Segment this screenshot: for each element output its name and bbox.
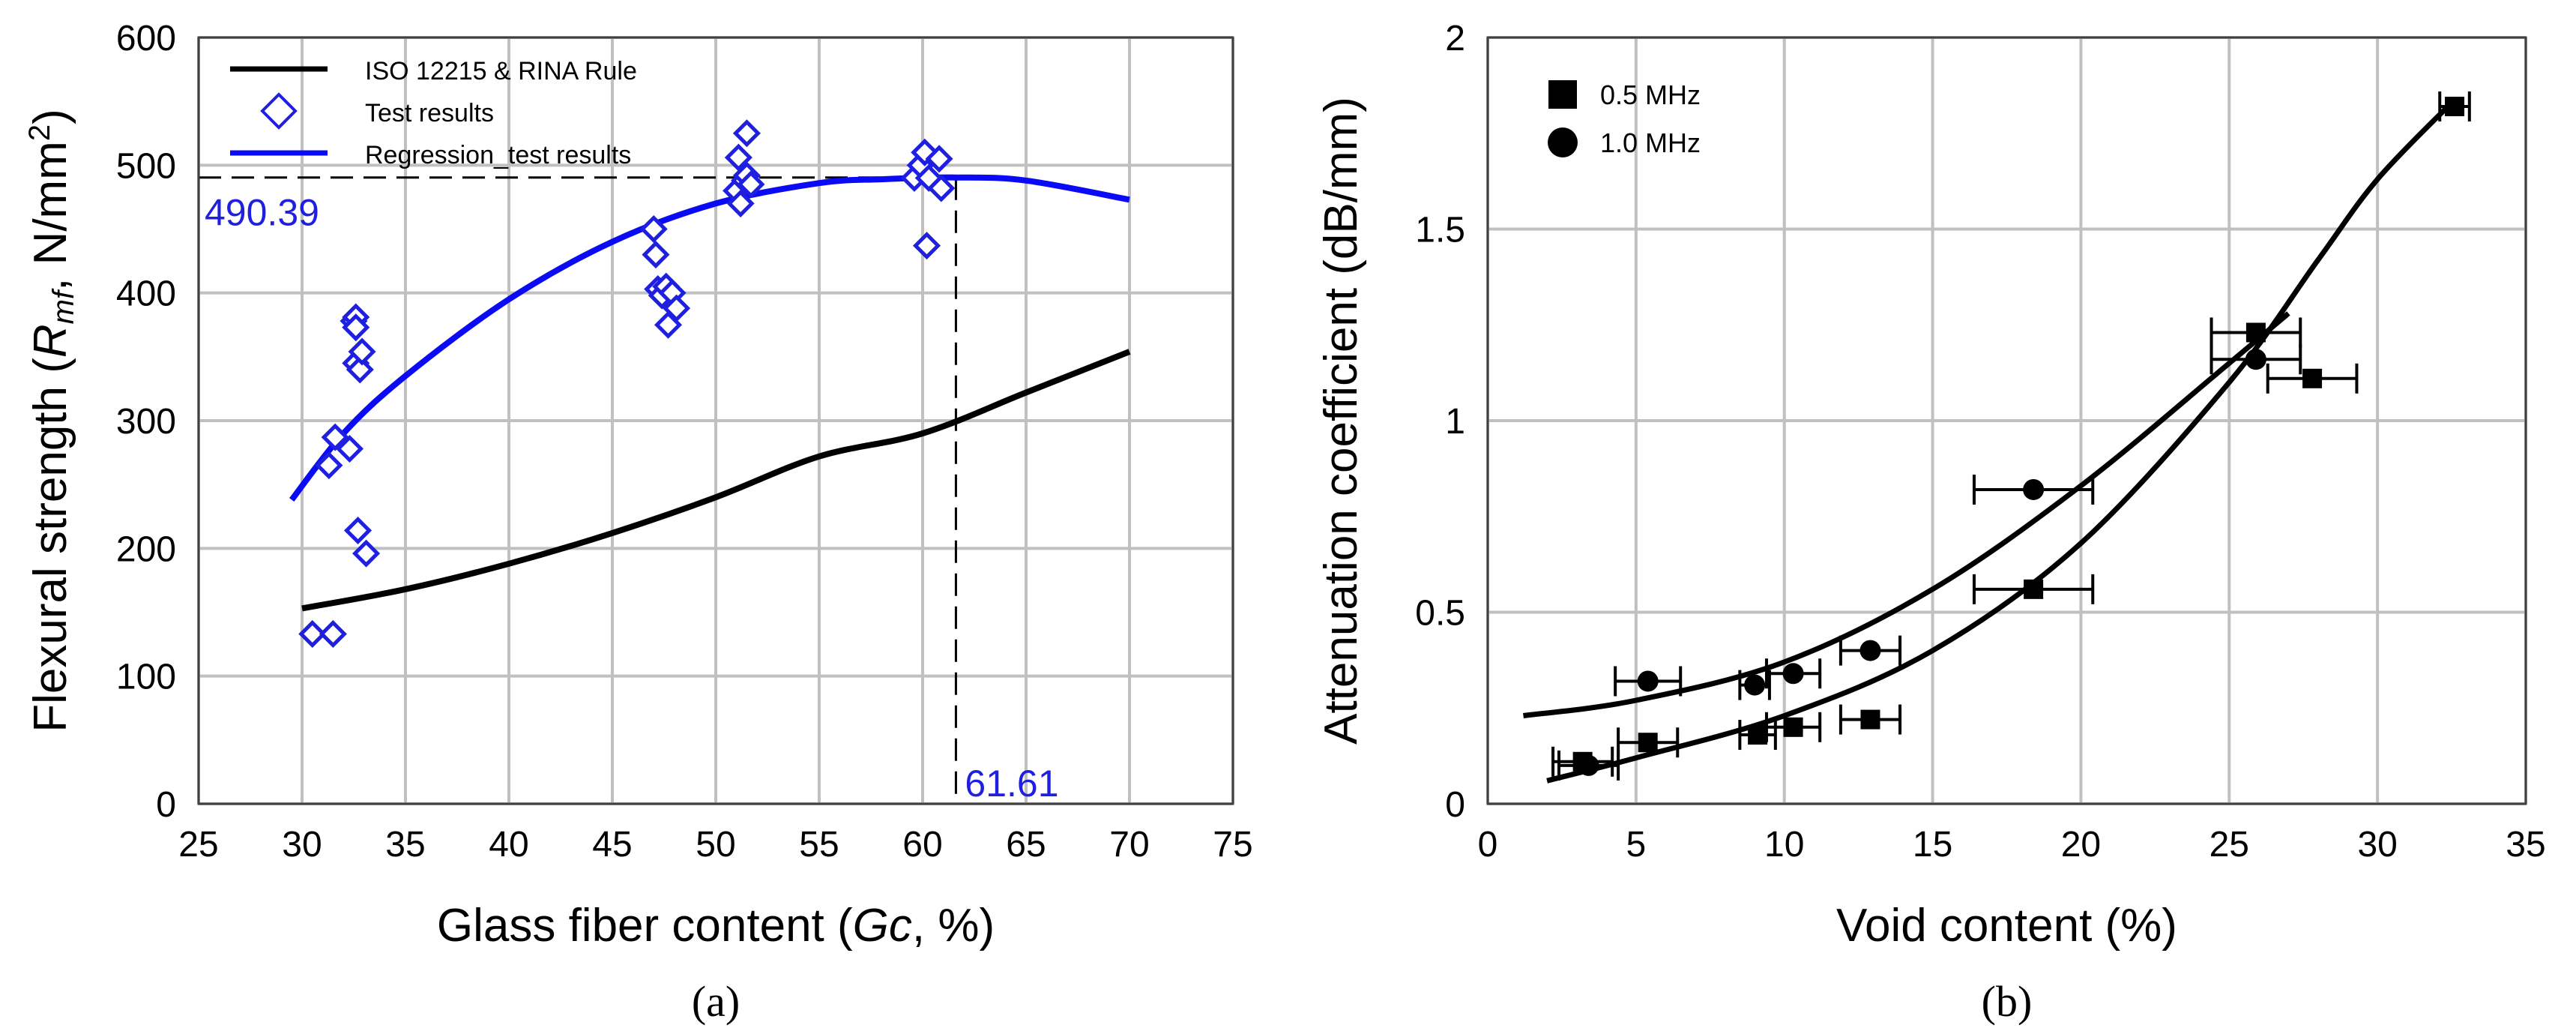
test-result-point bbox=[342, 313, 370, 342]
x-axis-label: Glass fiber content (Gc, %) bbox=[437, 900, 995, 952]
plot-frame bbox=[197, 36, 1234, 805]
test-result-point bbox=[737, 170, 765, 199]
attenuation-chart: 0 5 10 15 20 25 30 35 0 0.5 1 1.5 2 0.5 MHz 1.0 MHz V… bbox=[1315, 19, 2546, 1026]
fit-curve bbox=[1523, 311, 2290, 718]
guide-lines bbox=[199, 176, 957, 804]
test-result-point bbox=[348, 337, 376, 366]
y-tick-label: 2 bbox=[1445, 19, 1465, 58]
annotation-max-strength: 490.39 bbox=[205, 192, 319, 234]
test-result-point bbox=[321, 423, 349, 451]
series bbox=[1523, 91, 2471, 784]
data-point-1-0mhz bbox=[2023, 478, 2045, 500]
x-tick-label: 20 bbox=[2061, 825, 2101, 865]
y-tick-label: 200 bbox=[116, 529, 176, 569]
flexural-strength-chart: 25 30 35 40 45 50 55 60 65 70 75 0 100 200 300 400 500 60… bbox=[23, 19, 1253, 1026]
data-point-0-5mhz bbox=[1748, 725, 1768, 745]
test-result-point bbox=[335, 434, 364, 463]
data-point-1-0mhz bbox=[1782, 663, 1804, 685]
test-result-point bbox=[298, 619, 327, 648]
data-point-1-0mhz bbox=[1744, 674, 1766, 696]
test-result-point bbox=[352, 539, 381, 568]
y-tick-label: 400 bbox=[116, 274, 176, 314]
data-point-0-5mhz bbox=[1783, 717, 1803, 737]
x-tick-label: 0 bbox=[1478, 825, 1498, 865]
x-tick-label: 30 bbox=[2357, 825, 2397, 865]
test-result-point bbox=[724, 143, 752, 172]
series bbox=[289, 119, 1131, 648]
x-tick-label: 75 bbox=[1213, 825, 1252, 865]
legend-label: Test results bbox=[365, 99, 494, 127]
y-axis-label: Flexural strength (Rmf, N/mm2) bbox=[23, 109, 80, 733]
legend-square-swatch bbox=[1548, 80, 1577, 109]
legend-test-swatch bbox=[260, 92, 298, 130]
legend-label: 0.5 MHz bbox=[1600, 79, 1701, 110]
test-result-point bbox=[654, 310, 683, 339]
plot-frame bbox=[1486, 36, 2527, 805]
x-tick-label: 15 bbox=[1913, 825, 1952, 865]
y-tick-label: 500 bbox=[116, 146, 176, 186]
y-tick-label: 0 bbox=[1445, 785, 1465, 825]
legend: ISO 12215 & RINA Rule Test results Regress… bbox=[230, 57, 637, 169]
y-axis-label: Attenuation coefficient (dB/mm) bbox=[1315, 97, 1367, 745]
y-tick-label: 0 bbox=[156, 785, 176, 825]
test-result-point bbox=[343, 516, 372, 545]
data-point-0-5mhz bbox=[1638, 733, 1658, 753]
x-tick-label: 25 bbox=[178, 825, 218, 865]
data-point-0-5mhz bbox=[2445, 96, 2465, 116]
x-axis-label: Void content (%) bbox=[1836, 900, 2177, 952]
x-tick-label: 50 bbox=[696, 825, 735, 865]
data-point-0-5mhz bbox=[2302, 368, 2323, 388]
data-point-0-5mhz bbox=[1860, 709, 1880, 730]
data-point-1-0mhz bbox=[2245, 349, 2266, 370]
y-tick-label: 300 bbox=[116, 402, 176, 442]
x-tick-label: 10 bbox=[1764, 825, 1804, 865]
panel-label-a: (a) bbox=[692, 977, 740, 1026]
x-tick-label: 25 bbox=[2209, 825, 2249, 865]
test-result-point bbox=[315, 451, 343, 480]
x-tick-label: 65 bbox=[1006, 825, 1046, 865]
y-tick-label: 1.5 bbox=[1415, 211, 1465, 250]
fit-curve bbox=[1546, 100, 2454, 784]
data-point-1-0mhz bbox=[1637, 670, 1659, 692]
legend-label: Regression_test results bbox=[365, 141, 631, 169]
legend: 0.5 MHz 1.0 MHz bbox=[1548, 79, 1701, 158]
data-point-1-0mhz bbox=[1859, 640, 1881, 661]
test-result-point bbox=[732, 119, 761, 148]
x-tick-label: 55 bbox=[799, 825, 839, 865]
test-result-point bbox=[912, 232, 941, 260]
y-tick-label: 1 bbox=[1445, 402, 1465, 442]
data-point-0-5mhz bbox=[2024, 579, 2044, 599]
x-tick-label: 35 bbox=[2506, 825, 2545, 865]
regression-line bbox=[289, 174, 1130, 502]
legend-label: ISO 12215 & RINA Rule bbox=[365, 57, 637, 85]
annotation-optimal-content: 61.61 bbox=[965, 763, 1058, 805]
x-tick-label: 35 bbox=[385, 825, 425, 865]
test-result-point bbox=[639, 214, 668, 244]
x-tick-label: 30 bbox=[282, 825, 322, 865]
x-tick-label: 60 bbox=[902, 825, 942, 865]
test-result-point bbox=[927, 174, 956, 202]
y-tick-label: 100 bbox=[116, 658, 176, 697]
test-result-point bbox=[642, 241, 670, 269]
tick-labels: 25 30 35 40 45 50 55 60 65 70 75 0 100 200 300 400 500 60… bbox=[116, 19, 1253, 865]
x-tick-label: 40 bbox=[489, 825, 528, 865]
iso-rule-line bbox=[301, 349, 1131, 612]
test-result-point bbox=[726, 189, 755, 217]
x-tick-label: 70 bbox=[1109, 825, 1149, 865]
x-tick-label: 5 bbox=[1626, 825, 1647, 865]
legend-label: 1.0 MHz bbox=[1600, 127, 1701, 158]
data-point-1-0mhz bbox=[1578, 754, 1599, 776]
legend-circle-swatch bbox=[1548, 127, 1578, 157]
test-result-point bbox=[346, 355, 374, 384]
x-tick-label: 45 bbox=[592, 825, 632, 865]
test-result-point bbox=[319, 619, 347, 648]
test-result-point bbox=[925, 145, 953, 173]
y-tick-label: 0.5 bbox=[1415, 594, 1465, 634]
panel-label-b: (b) bbox=[1982, 977, 2033, 1026]
y-tick-label: 600 bbox=[116, 19, 176, 58]
tick-labels: 0 5 10 15 20 25 30 35 0 0.5 1 1.5 2 bbox=[1415, 19, 2545, 865]
